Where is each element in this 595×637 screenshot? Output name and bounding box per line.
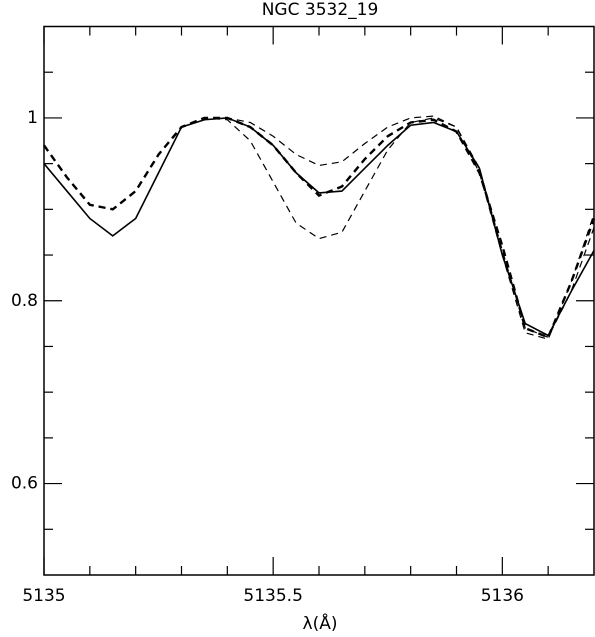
y-tick-label: 1: [27, 108, 38, 128]
plot-frame: [43, 25, 595, 576]
chart-title: NGC 3532_19: [262, 0, 379, 20]
x-tick-label: 5136: [481, 586, 524, 606]
y-tick-label: 0.8: [11, 291, 38, 311]
series-line: [43, 117, 595, 337]
y-tick-label: 0.6: [11, 474, 38, 494]
x-axis-label: λ(Å): [303, 612, 338, 634]
x-tick-label: 5135: [22, 586, 65, 606]
series-line: [43, 115, 595, 340]
x-tick-label: 5135.5: [243, 586, 302, 606]
series-line: [43, 116, 595, 339]
series-line: [43, 117, 595, 339]
